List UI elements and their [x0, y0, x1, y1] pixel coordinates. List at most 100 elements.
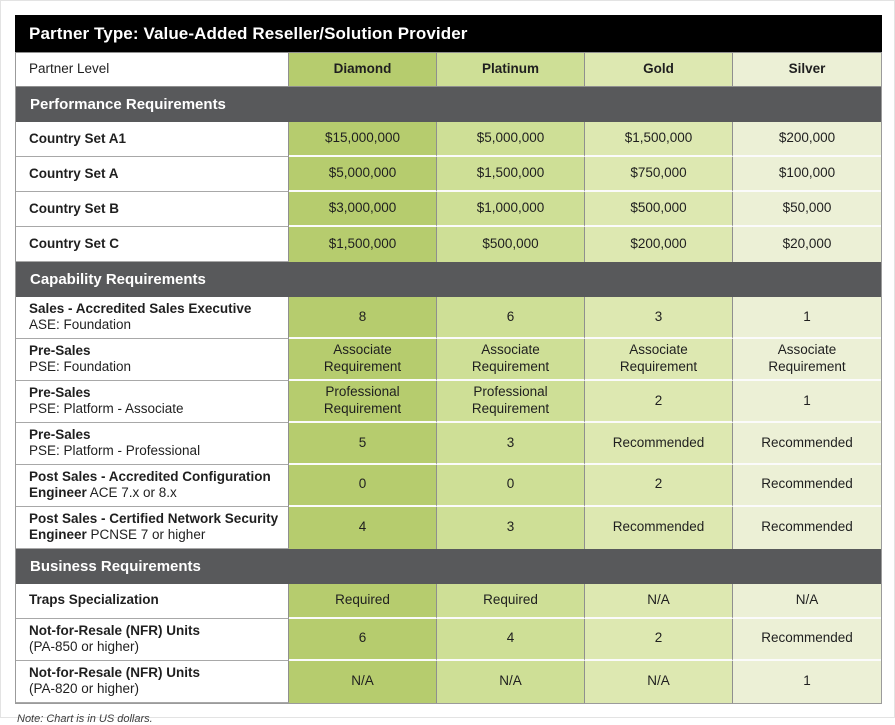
value-cell: $500,000 — [585, 192, 733, 227]
value-cell: Associate Requirement — [289, 338, 437, 381]
row-label: Country Set B — [16, 192, 289, 227]
row-label-bold: Post Sales - Accredited Configuration En… — [29, 468, 271, 501]
row-label: Sales - Accredited Sales Executive ASE: F… — [16, 297, 289, 339]
value-cell: 2 — [585, 464, 733, 507]
row-label-bold: Pre-Sales — [29, 342, 91, 358]
table-row: Post Sales - Certified Network Security … — [16, 506, 881, 549]
value-cell: Required — [289, 583, 437, 619]
row-label-bold: Traps Specialization — [29, 592, 159, 608]
value-cell: 3 — [437, 506, 585, 549]
row-label-bold: Post Sales - Certified Network Security … — [29, 510, 279, 543]
value-cell: $750,000 — [585, 157, 733, 192]
row-label: Country Set A1 — [16, 122, 289, 157]
value-cell: Recommended — [733, 506, 881, 549]
value-cell: $500,000 — [437, 227, 585, 262]
value-cell: Associate Requirement — [585, 338, 733, 381]
value-cell: N/A — [437, 660, 585, 703]
table-row: Country Set A1 $15,000,000 $5,000,000 $1,50… — [16, 122, 881, 157]
row-label-bold: Pre-Sales — [29, 426, 91, 442]
row-label-bold: Not-for-Resale (NFR) Units — [29, 622, 200, 638]
partner-type-title-bar: Partner Type: Value-Added Reseller/Solut… — [15, 15, 882, 52]
row-label: Country Set C — [16, 227, 289, 262]
row-label-bold: Country Set A1 — [29, 130, 127, 146]
row-label-sub: PSE: Platform - Associate — [29, 401, 184, 417]
value-cell: 0 — [289, 464, 437, 507]
section-header-capability-requirements: Capability Requirements — [16, 262, 881, 297]
value-cell: 4 — [437, 618, 585, 661]
value-cell: 1 — [733, 297, 881, 339]
row-label-bold: Country Set C — [29, 235, 120, 251]
value-cell: N/A — [289, 660, 437, 703]
row-label-sub: PSE: Platform - Professional — [29, 443, 201, 459]
row-label-bold: Country Set B — [29, 200, 120, 216]
value-cell: $200,000 — [585, 227, 733, 262]
table-row: Country Set B $3,000,000 $1,000,000 $500,00… — [16, 192, 881, 227]
value-cell: 6 — [289, 618, 437, 661]
level-header-diamond: Diamond — [289, 52, 437, 87]
row-label: Post Sales - Accredited Configuration En… — [16, 464, 289, 507]
table-row: Traps Specialization Required Required N/A N… — [16, 583, 881, 619]
table-row: Pre-Sales PSE: Platform - Professional 5 3 R… — [16, 422, 881, 465]
value-cell: Associate Requirement — [733, 338, 881, 381]
value-cell: Recommended — [585, 506, 733, 549]
value-cell: 0 — [437, 464, 585, 507]
section-header-business-requirements: Business Requirements — [16, 548, 881, 584]
row-label-sub: PSE: Foundation — [29, 359, 132, 375]
value-cell: Recommended — [585, 422, 733, 465]
value-cell: Recommended — [733, 464, 881, 507]
partner-table-body: Partner Level Diamond Platinum Gold Silv… — [15, 52, 882, 704]
value-cell: 1 — [733, 660, 881, 703]
level-header-silver: Silver — [733, 52, 881, 87]
table-row: Post Sales - Accredited Configuration En… — [16, 464, 881, 507]
value-cell: 3 — [585, 297, 733, 339]
partner-requirements-table: Partner Type: Value-Added Reseller/Solut… — [15, 15, 882, 725]
value-cell: 6 — [437, 297, 585, 339]
value-cell: $15,000,000 — [289, 122, 437, 157]
value-cell: Professional Requirement — [437, 380, 585, 423]
table-row: Pre-Sales PSE: Foundation Associate Requir… — [16, 338, 881, 381]
value-cell: Recommended — [733, 618, 881, 661]
row-label-sub: PCNSE 7 or higher — [86, 527, 206, 543]
row-label: Not-for-Resale (NFR) Units (PA-820 or hig… — [16, 660, 289, 703]
value-cell: $3,000,000 — [289, 192, 437, 227]
value-cell: $1,500,000 — [289, 227, 437, 262]
section-header-performance-requirements: Performance Requirements — [16, 87, 881, 122]
table-row: Country Set C $1,500,000 $500,000 $200,000 $… — [16, 227, 881, 262]
row-label-sub: ASE: Foundation — [29, 317, 132, 333]
row-label-sub: (PA-850 or higher) — [29, 639, 140, 655]
level-header-platinum: Platinum — [437, 52, 585, 87]
value-cell: $20,000 — [733, 227, 881, 262]
row-label: Pre-Sales PSE: Foundation — [16, 338, 289, 381]
row-label-bold: Pre-Sales — [29, 384, 91, 400]
value-cell: $1,500,000 — [585, 122, 733, 157]
value-cell: N/A — [585, 583, 733, 619]
partner-level-label: Partner Level — [16, 52, 289, 87]
row-label-bold: Not-for-Resale (NFR) Units — [29, 664, 200, 680]
table-row: Sales - Accredited Sales Executive ASE: F… — [16, 297, 881, 339]
row-label-sub: (PA-820 or higher) — [29, 681, 140, 697]
table-row: Not-for-Resale (NFR) Units (PA-820 or hig… — [16, 660, 881, 703]
row-label: Country Set A — [16, 157, 289, 192]
value-cell: $100,000 — [733, 157, 881, 192]
value-cell: 2 — [585, 380, 733, 423]
value-cell: 4 — [289, 506, 437, 549]
value-cell: 3 — [437, 422, 585, 465]
value-cell: 8 — [289, 297, 437, 339]
value-cell: $5,000,000 — [437, 122, 585, 157]
value-cell: Recommended — [733, 422, 881, 465]
value-cell: $50,000 — [733, 192, 881, 227]
level-header-gold: Gold — [585, 52, 733, 87]
value-cell: $5,000,000 — [289, 157, 437, 192]
row-label: Pre-Sales PSE: Platform - Professional — [16, 422, 289, 465]
table-row: Country Set A $5,000,000 $1,500,000 $750,00… — [16, 157, 881, 192]
partner-type-title: Partner Type: Value-Added Reseller/Solut… — [29, 23, 468, 43]
table-row: Not-for-Resale (NFR) Units (PA-850 or hig… — [16, 618, 881, 661]
value-cell: Professional Requirement — [289, 380, 437, 423]
value-cell: $1,500,000 — [437, 157, 585, 192]
value-cell: 5 — [289, 422, 437, 465]
value-cell: N/A — [733, 583, 881, 619]
row-label-sub: ACE 7.x or 8.x — [86, 485, 177, 501]
value-cell: $1,000,000 — [437, 192, 585, 227]
value-cell: N/A — [585, 660, 733, 703]
